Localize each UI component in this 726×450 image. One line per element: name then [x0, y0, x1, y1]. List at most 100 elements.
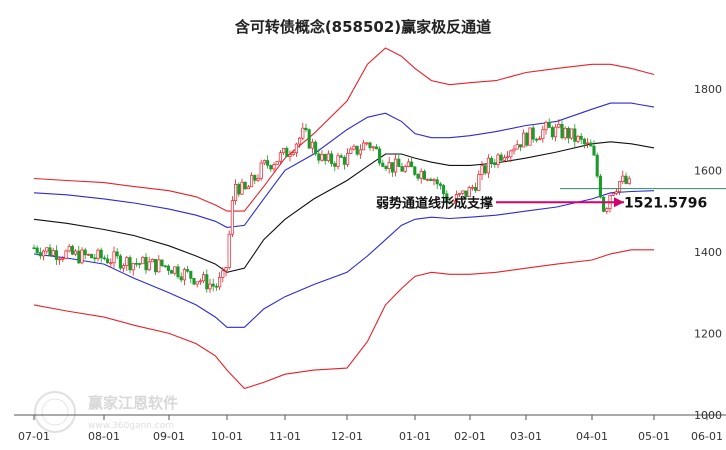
- candle-body: [323, 153, 327, 161]
- candle-body: [317, 153, 321, 161]
- candle-body: [474, 186, 478, 191]
- candle-body: [522, 132, 526, 148]
- support-annotation: 弱势通道线形成支撑 1521.5796: [376, 188, 726, 211]
- candle-body: [237, 184, 241, 195]
- candle-body: [397, 158, 401, 167]
- candle-body: [246, 186, 250, 190]
- candle-body: [310, 141, 314, 149]
- candle-body: [416, 174, 420, 179]
- candle-body: [387, 162, 391, 169]
- candle-body: [595, 154, 599, 177]
- candle-body: [480, 165, 484, 175]
- candle-body: [560, 123, 564, 139]
- candle-body: [618, 181, 622, 192]
- candle-body: [230, 200, 234, 235]
- x-tick-label: 11-01: [269, 430, 301, 443]
- candle-body: [214, 285, 218, 288]
- candle-body: [342, 156, 346, 165]
- candle-body: [211, 283, 215, 287]
- candle-body: [496, 154, 500, 165]
- candle-body: [573, 128, 577, 142]
- candle-body: [38, 252, 42, 257]
- candle-body: [144, 256, 148, 271]
- candle-body: [352, 145, 356, 150]
- candle-body: [64, 250, 68, 259]
- candle-body: [61, 257, 65, 260]
- candle-body: [54, 250, 58, 260]
- y-tick-label: 1600: [694, 164, 722, 177]
- candle-body: [429, 178, 433, 181]
- candle-body: [371, 146, 375, 149]
- candle-body: [179, 276, 183, 281]
- candle-body: [304, 127, 308, 131]
- candle-body: [333, 163, 337, 167]
- candle-body: [493, 163, 497, 165]
- candle-body: [374, 146, 378, 150]
- candle-body: [106, 258, 110, 264]
- candle-body: [579, 135, 583, 140]
- candle-body: [173, 266, 177, 274]
- candle-body: [45, 247, 49, 252]
- candle-body: [70, 246, 74, 255]
- candle-body: [67, 246, 71, 252]
- channel-line-4: [33, 249, 654, 390]
- candle-body: [486, 157, 490, 174]
- candle-body: [432, 179, 436, 182]
- candle-body: [262, 160, 266, 164]
- candle-body: [298, 137, 302, 145]
- candle-body: [275, 160, 279, 165]
- candle-body: [448, 201, 452, 204]
- candle-body: [624, 175, 628, 184]
- annotation-label: 弱势通道线形成支撑: [376, 195, 493, 211]
- candle-body: [90, 253, 94, 259]
- x-tick-label: 02-01: [454, 430, 486, 443]
- candle-body: [109, 262, 113, 265]
- candle-body: [32, 247, 36, 250]
- candle-body: [186, 269, 190, 272]
- candle-body: [426, 178, 430, 181]
- candle-body: [205, 274, 209, 290]
- candle-body: [112, 251, 116, 264]
- candle-body: [163, 265, 167, 268]
- candle-body: [410, 161, 414, 168]
- candle-body: [157, 259, 161, 273]
- channel-line-3: [33, 190, 655, 328]
- x-tick-label: 09-01: [153, 430, 185, 443]
- candle-body: [378, 148, 382, 164]
- candle-body: [438, 183, 442, 186]
- svg-text:www.360gann.com: www.360gann.com: [88, 421, 174, 431]
- candle-body: [58, 258, 62, 261]
- candle-body: [346, 153, 350, 165]
- candle-body: [176, 266, 180, 278]
- x-tick-label: 12-01: [331, 430, 363, 443]
- candle-body: [528, 127, 532, 146]
- channel-line-0: [33, 47, 655, 212]
- x-tick-label: 03-01: [510, 430, 542, 443]
- candle-body: [614, 191, 618, 194]
- candle-body: [301, 127, 305, 139]
- candle-body: [406, 161, 410, 167]
- candle-body: [483, 165, 487, 174]
- candle-body: [48, 247, 52, 256]
- candle-body: [544, 121, 548, 131]
- candle-body: [192, 277, 196, 285]
- candle-body: [166, 265, 170, 271]
- x-tick-label: 08-01: [88, 430, 120, 443]
- candle-body: [627, 178, 631, 184]
- candle-body: [35, 247, 39, 253]
- candle-body: [547, 121, 551, 128]
- candle-body: [355, 145, 359, 155]
- candle-body: [563, 127, 567, 139]
- candle-body: [502, 157, 506, 161]
- candle-body: [394, 158, 398, 173]
- candle-body: [125, 257, 129, 266]
- candle-body: [435, 179, 439, 185]
- candle-body: [554, 126, 558, 138]
- x-tick-label: 10-01: [211, 430, 243, 443]
- candle-body: [538, 138, 542, 141]
- candle-body: [77, 250, 81, 264]
- candle-body: [218, 277, 222, 288]
- candle-body: [467, 187, 471, 198]
- candle-body: [80, 249, 84, 264]
- candle-body: [368, 142, 372, 149]
